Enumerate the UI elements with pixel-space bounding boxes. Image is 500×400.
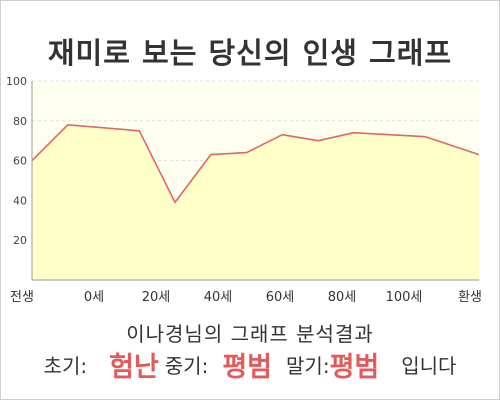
chart-title: 재미로 보는 당신의 인생 그래프	[47, 36, 453, 70]
early-value: 험난	[109, 352, 159, 383]
y-tick-label-2: 60	[13, 155, 27, 168]
x-tick-label-5: 80세	[328, 290, 357, 305]
y-tick-label-3: 80	[13, 115, 27, 128]
y-tick-label-0: 20	[13, 234, 27, 247]
result-title: 이나경님의 그래프 분석결과	[126, 322, 374, 346]
middle-label: 중기:	[164, 354, 209, 378]
late-label: 말기:	[286, 354, 330, 378]
life-chart: 20 40 60 80 100 전생 0세 20세 40세 60세 80세 100세 환생	[6, 75, 482, 305]
y-tick-labels: 20 40 60 80 100	[6, 75, 27, 247]
x-tick-labels: 전생 0세 20세 40세 60세 80세 100세 환생	[10, 290, 482, 305]
area-fill	[32, 124, 479, 280]
x-tick-label-7: 환생	[458, 290, 482, 305]
x-tick-label-4: 60세	[266, 290, 295, 305]
x-tick-label-2: 20세	[142, 290, 171, 305]
x-tick-label-0: 전생	[10, 290, 34, 305]
y-tick-label-1: 40	[13, 194, 27, 207]
early-label: 초기:	[43, 354, 88, 378]
x-tick-label-1: 0세	[84, 290, 104, 305]
late-value: 평범	[329, 352, 380, 383]
result-suffix: 입니다	[401, 354, 457, 378]
result-summary: 초기: 험난 중기: 평범 말기:평범 입니다	[0, 345, 500, 384]
middle-value: 평범	[222, 352, 273, 383]
series-line	[31, 123, 480, 204]
x-tick-label-3: 40세	[204, 290, 233, 305]
x-tick-label-6: 100세	[386, 290, 423, 305]
y-tick-label-4: 100	[6, 75, 27, 88]
